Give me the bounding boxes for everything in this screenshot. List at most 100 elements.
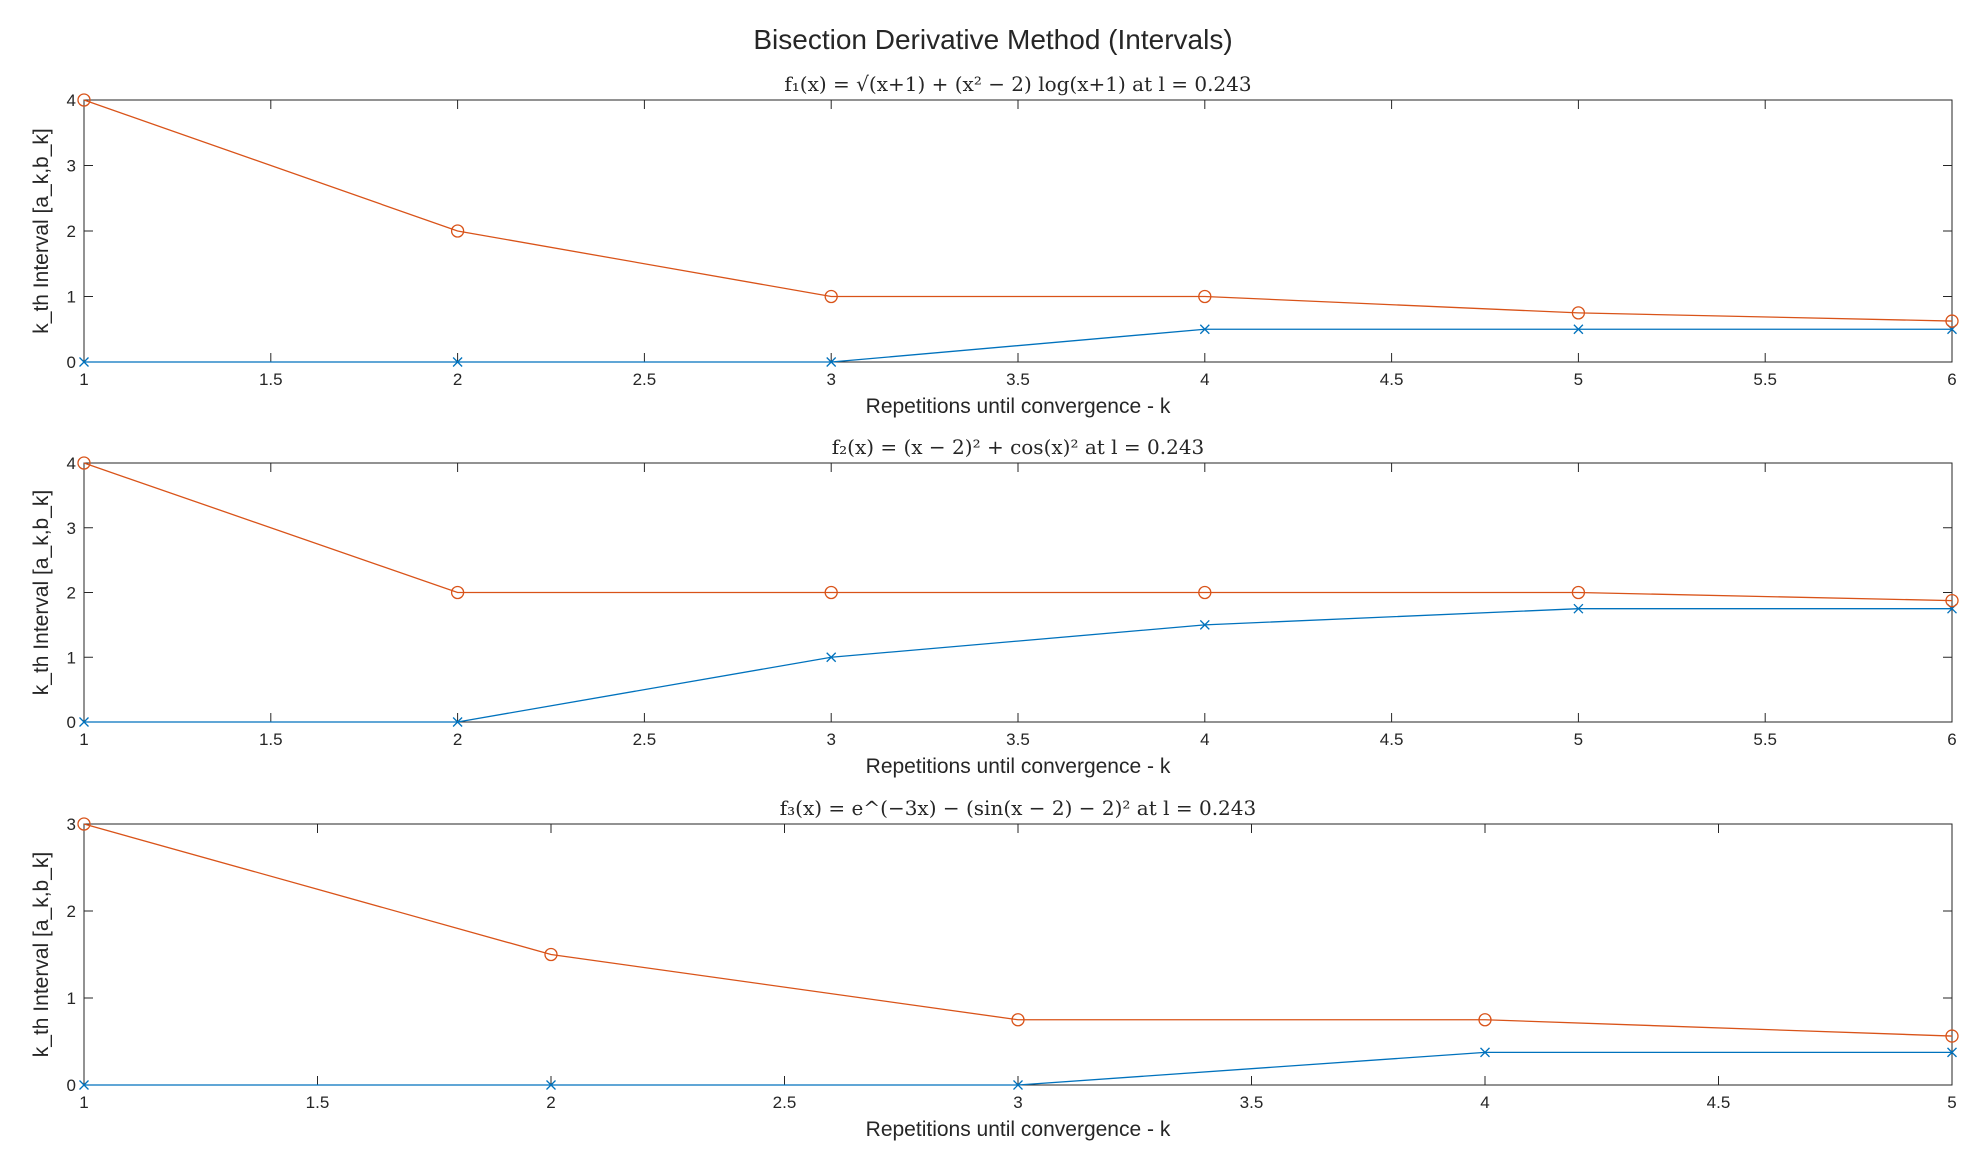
data-point-cross [79, 357, 89, 367]
x-tick-label: 2 [453, 730, 462, 749]
y-tick-label: 3 [67, 519, 76, 538]
y-tick-label: 0 [67, 353, 76, 372]
x-tick-label: 1.5 [259, 370, 283, 389]
data-point-cross [452, 357, 463, 367]
chart-title: f₂(x) = (x − 2)² + cos(x)² at l = 0.243 [832, 435, 1205, 459]
x-tick-label: 3 [826, 370, 835, 389]
x-tick-label: 1 [79, 730, 88, 749]
series-1 [79, 1047, 1957, 1090]
x-tick-label: 2.5 [633, 730, 657, 749]
x-tick-label: 3.5 [1240, 1093, 1264, 1112]
data-point-circle [1198, 289, 1212, 304]
y-tick-label: 2 [67, 584, 76, 603]
x-tick-label: 5 [1574, 370, 1583, 389]
data-point-circle [1011, 1013, 1025, 1027]
data-point-circle [77, 817, 91, 831]
x-tick-label: 2.5 [633, 370, 657, 389]
x-tick-label: 4 [1200, 370, 1209, 389]
y-tick-label: 3 [67, 815, 76, 834]
y-tick-label: 0 [67, 713, 76, 732]
x-tick-label: 2.5 [773, 1093, 797, 1112]
x-tick-label: 3.5 [1006, 370, 1030, 389]
x-tick-label: 1.5 [306, 1093, 330, 1112]
data-point-circle [1571, 306, 1586, 320]
data-point-cross [1573, 603, 1584, 614]
x-tick-label: 4 [1200, 730, 1209, 749]
y-tick-label: 1 [67, 989, 76, 1008]
y-tick-label: 4 [67, 454, 76, 473]
data-point-cross [1480, 1047, 1490, 1058]
data-point-circle [450, 224, 465, 238]
data-point-cross [452, 717, 463, 727]
data-point-circle [77, 456, 91, 470]
x-tick-label: 3 [1013, 1093, 1022, 1112]
data-point-circle [1478, 1013, 1492, 1027]
series-line [84, 328, 1952, 363]
series-1 [79, 324, 1957, 367]
x-axis-label: Repetitions until convergence - k [866, 395, 1171, 418]
x-tick-label: 2 [546, 1093, 555, 1112]
data-point-cross [1573, 324, 1584, 335]
y-axis-label: k_th Interval [a_k,b_k] [30, 128, 53, 333]
series-line [84, 608, 1952, 723]
x-axis-label: Repetitions until convergence - k [866, 1118, 1171, 1141]
x-tick-label: 3.5 [1006, 730, 1030, 749]
data-point-circle [1198, 585, 1212, 600]
y-tick-label: 3 [67, 157, 76, 176]
y-tick-label: 2 [67, 902, 76, 921]
data-point-cross [1199, 324, 1210, 335]
y-tick-label: 1 [67, 288, 76, 307]
y-tick-label: 2 [67, 222, 76, 241]
x-tick-label: 5.5 [1753, 370, 1777, 389]
data-point-circle [1945, 593, 1959, 608]
series-line [83, 99, 1953, 322]
series-1 [79, 603, 1957, 727]
data-point-cross [79, 1080, 89, 1090]
x-tick-label: 2 [453, 370, 462, 389]
series-line [83, 823, 1953, 1037]
series-2 [77, 456, 1959, 608]
data-point-cross [1199, 619, 1210, 630]
x-tick-label: 5.5 [1753, 730, 1777, 749]
y-tick-label: 1 [67, 648, 76, 667]
series-2 [77, 817, 1959, 1043]
data-point-cross [826, 652, 837, 663]
data-point-circle [824, 585, 838, 600]
data-point-cross [79, 717, 89, 727]
x-tick-label: 1 [79, 370, 88, 389]
data-point-cross [1947, 1047, 1957, 1058]
data-point-circle [544, 947, 558, 962]
x-tick-label: 1.5 [259, 730, 283, 749]
series-line [83, 462, 1953, 602]
y-axis-label: k_th Interval [a_k,b_k] [30, 852, 53, 1057]
x-tick-label: 4.5 [1707, 1093, 1731, 1112]
x-tick-label: 5 [1947, 1093, 1956, 1112]
figure-title: Bisection Derivative Method (Intervals) [753, 24, 1232, 55]
data-point-cross [1013, 1080, 1023, 1090]
x-tick-label: 6 [1947, 730, 1956, 749]
data-point-circle [1945, 314, 1959, 328]
x-tick-label: 6 [1947, 370, 1956, 389]
chart-title: f₁(x) = √(x+1) + (x² − 2) log(x+1) at l … [784, 72, 1251, 96]
data-point-circle [1945, 1029, 1959, 1043]
y-tick-label: 4 [67, 91, 76, 110]
x-tick-label: 5 [1574, 730, 1583, 749]
x-tick-label: 1 [79, 1093, 88, 1112]
data-point-circle [77, 93, 91, 107]
data-point-circle [824, 289, 838, 304]
x-tick-label: 4.5 [1380, 730, 1404, 749]
data-point-circle [450, 585, 465, 600]
x-axis-label: Repetitions until convergence - k [866, 755, 1171, 778]
x-tick-label: 4.5 [1380, 370, 1404, 389]
data-point-circle [1571, 585, 1586, 600]
x-tick-label: 4 [1480, 1093, 1489, 1112]
x-tick-label: 3 [826, 730, 835, 749]
series-2 [77, 93, 1959, 328]
y-tick-label: 0 [67, 1076, 76, 1095]
